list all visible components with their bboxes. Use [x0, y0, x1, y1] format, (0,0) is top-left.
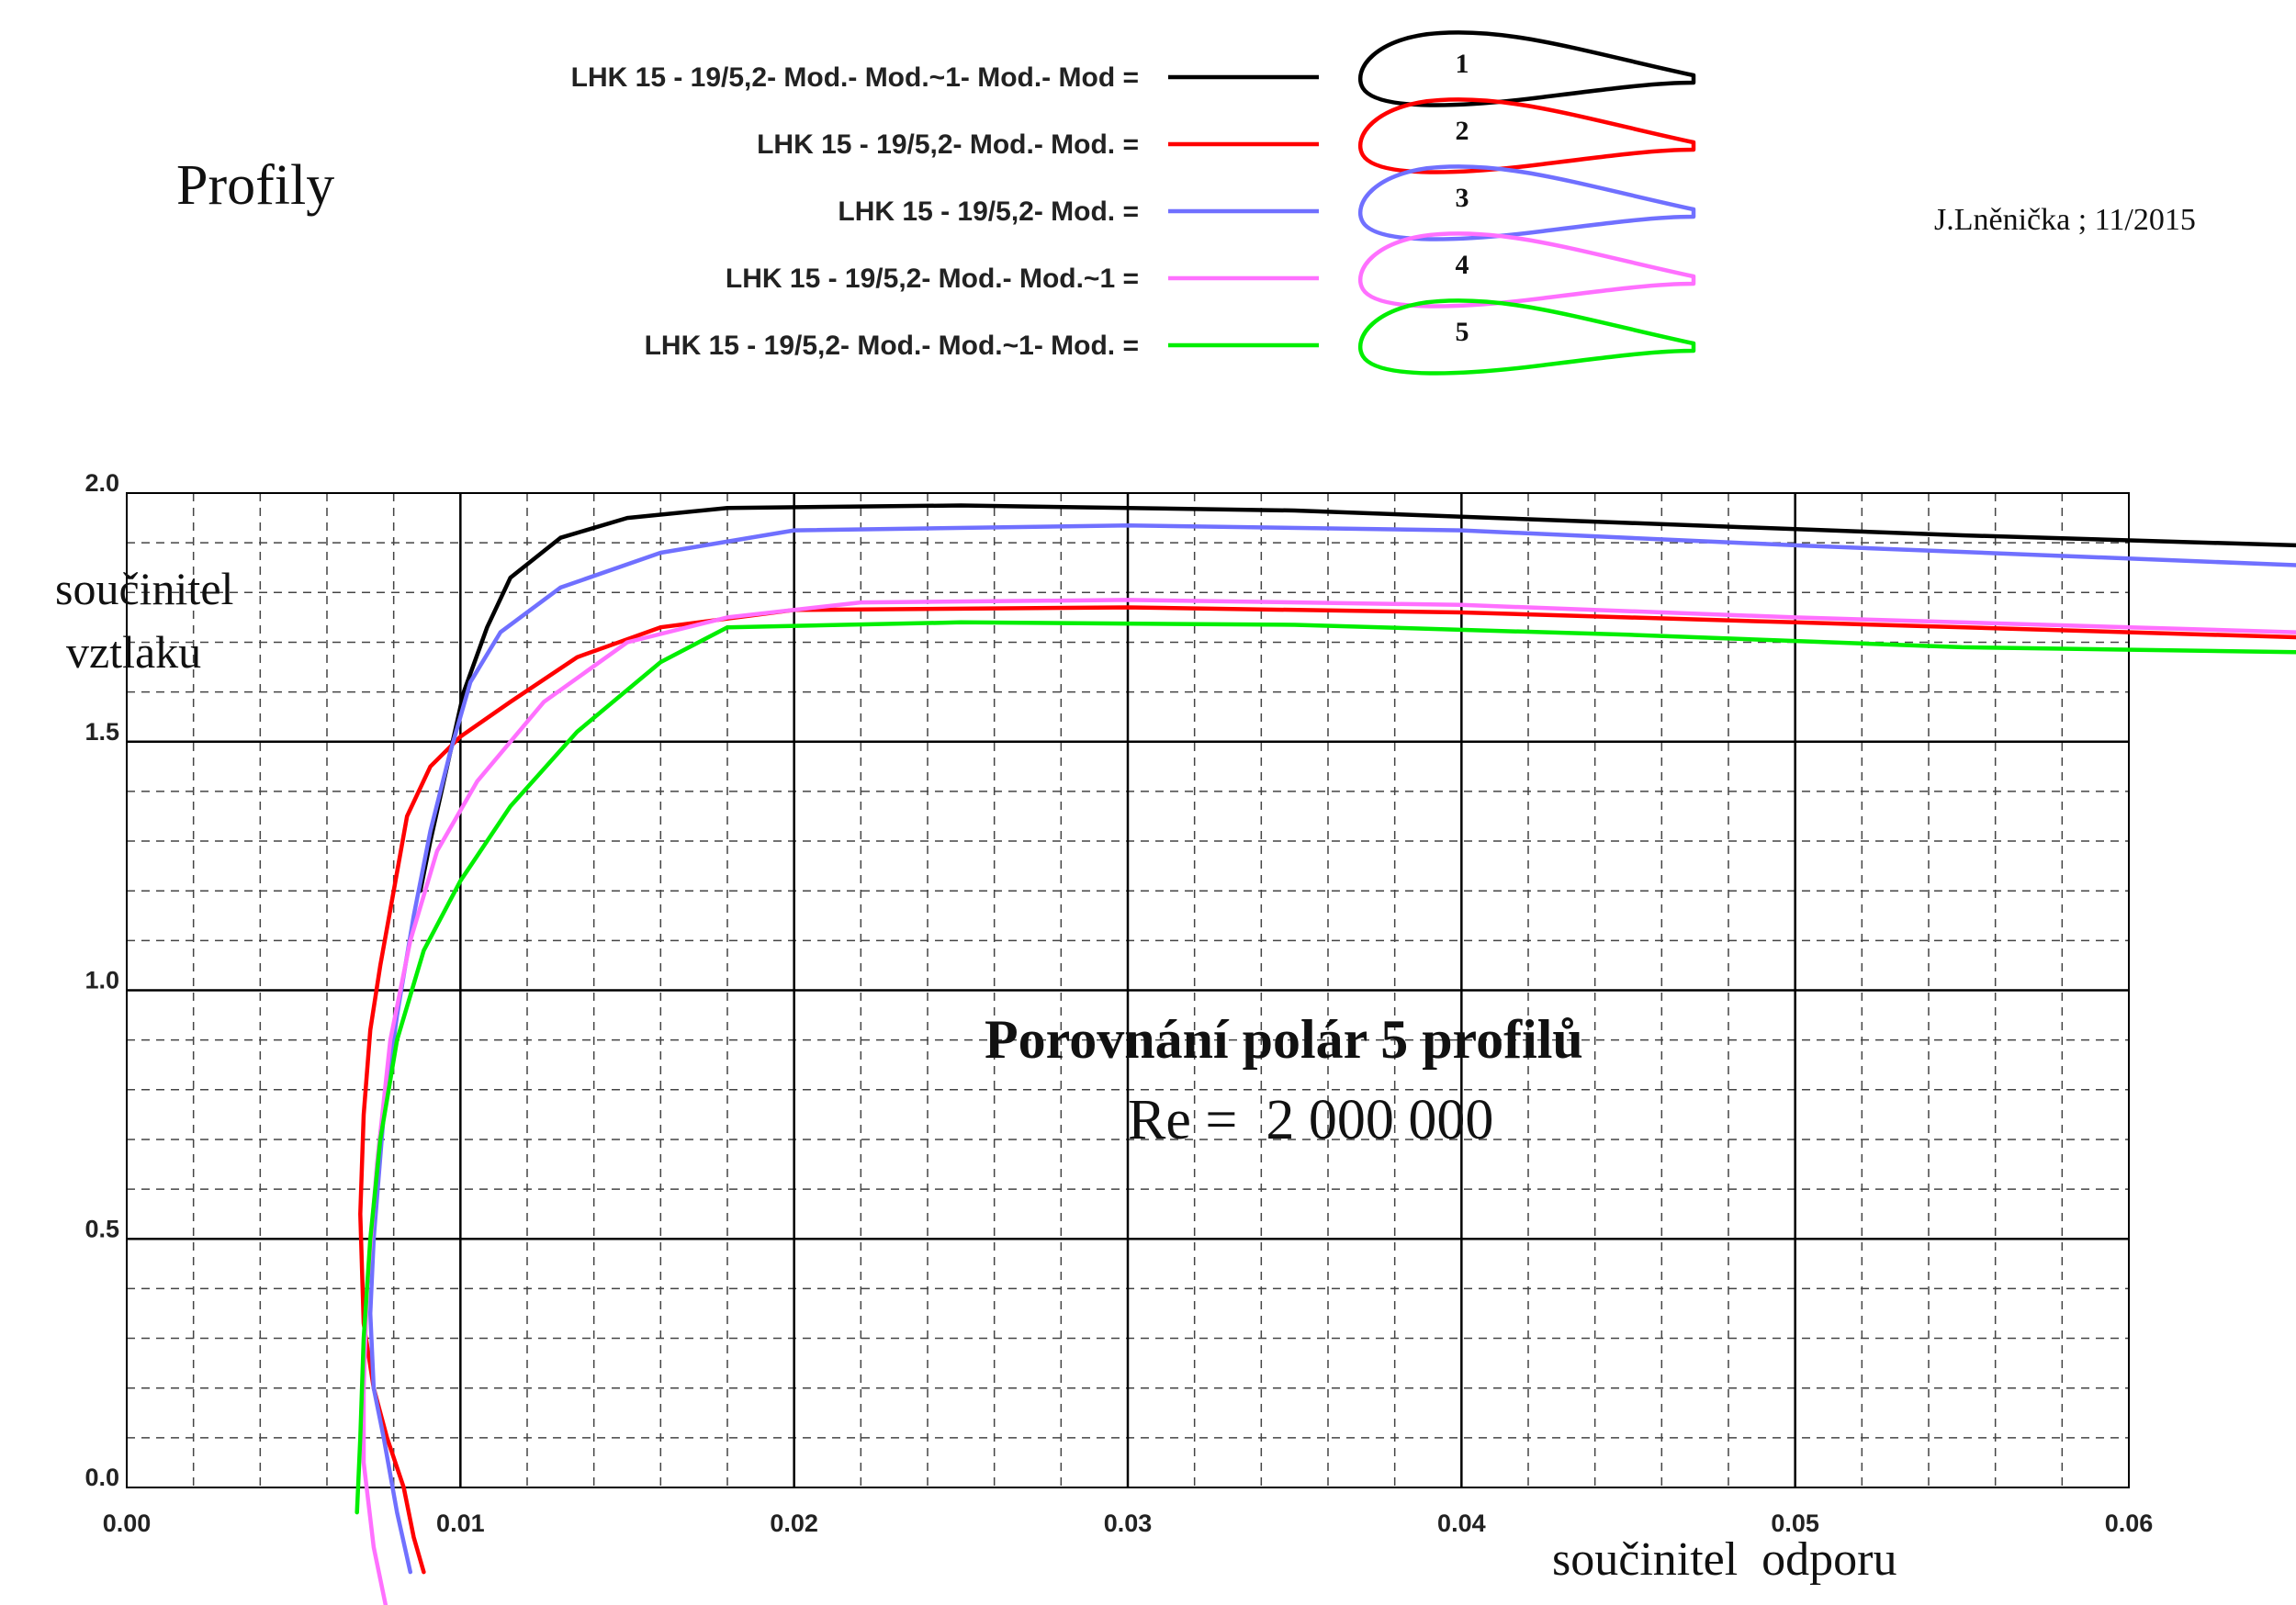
airfoil-profile-icon — [1357, 97, 1696, 174]
airfoil-number: 1 — [1456, 49, 1469, 79]
x-tick-label: 0.05 — [1771, 1510, 1819, 1537]
airfoil-profile-icon — [1357, 298, 1696, 376]
y-tick-label: 1.5 — [84, 718, 119, 746]
series-line-3 — [367, 522, 2296, 1575]
profily-label: Profily — [176, 154, 334, 217]
x-tick-label: 0.02 — [770, 1510, 818, 1537]
y-tick-label: 0.0 — [84, 1464, 119, 1491]
chart-subtitle: Re = 2 000 000 — [1128, 1089, 1493, 1151]
x-tick-label: 0.06 — [2105, 1510, 2154, 1537]
airfoil-profile-icon — [1357, 30, 1696, 107]
airfoil-number: 4 — [1456, 250, 1469, 280]
y-tick-label: 0.5 — [84, 1215, 119, 1242]
author-label: J.Lněnička ; 11/2015 — [1934, 203, 2196, 237]
airfoil-number: 2 — [1456, 116, 1469, 146]
legend-label: LHK 15 - 19/5,2- Mod.- Mod.~1- Mod. = — [645, 331, 1139, 361]
x-tick-label: 0.04 — [1437, 1510, 1486, 1537]
legend: LHK 15 - 19/5,2- Mod.- Mod.~1- Mod.- Mod… — [571, 30, 1696, 376]
plot-frame — [126, 492, 2130, 1488]
legend-label: LHK 15 - 19/5,2- Mod. = — [838, 196, 1139, 227]
airfoil-number: 3 — [1456, 183, 1469, 213]
y-tick-label: 1.0 — [84, 967, 119, 994]
legend-label: LHK 15 - 19/5,2- Mod.- Mod.~1- Mod.- Mod… — [571, 62, 1139, 93]
chart-title: Porovnání polár 5 profilů — [985, 1009, 1583, 1070]
y-tick-label: 2.0 — [84, 469, 119, 497]
legend-label: LHK 15 - 19/5,2- Mod.- Mod.~1 = — [726, 264, 1139, 294]
y-axis-ticks: 0.0 0.5 1.0 1.5 2.0 — [84, 469, 119, 1491]
major-grid — [127, 493, 2129, 1487]
series-line-4 — [361, 598, 2296, 1605]
series-layer — [355, 503, 2296, 1605]
x-tick-label: 0.03 — [1104, 1510, 1153, 1537]
x-axis-ticks: 0.00 0.01 0.02 0.03 0.04 0.05 0.06 — [103, 1510, 2154, 1537]
x-tick-label: 0.01 — [436, 1510, 485, 1537]
legend-label: LHK 15 - 19/5,2- Mod.- Mod. = — [757, 129, 1139, 160]
x-axis-label: součinitel odporu — [1552, 1533, 1897, 1586]
x-tick-label: 0.00 — [103, 1510, 152, 1537]
airfoil-profile-icon — [1357, 231, 1696, 309]
airfoil-profile-icon — [1357, 164, 1696, 241]
series-line-1 — [418, 503, 2296, 893]
y-axis-label-line2: vztlaku — [66, 626, 201, 678]
airfoil-number: 5 — [1456, 317, 1469, 347]
series-line-5 — [355, 620, 2296, 1515]
y-axis-label-line1: součinitel — [55, 563, 233, 614]
